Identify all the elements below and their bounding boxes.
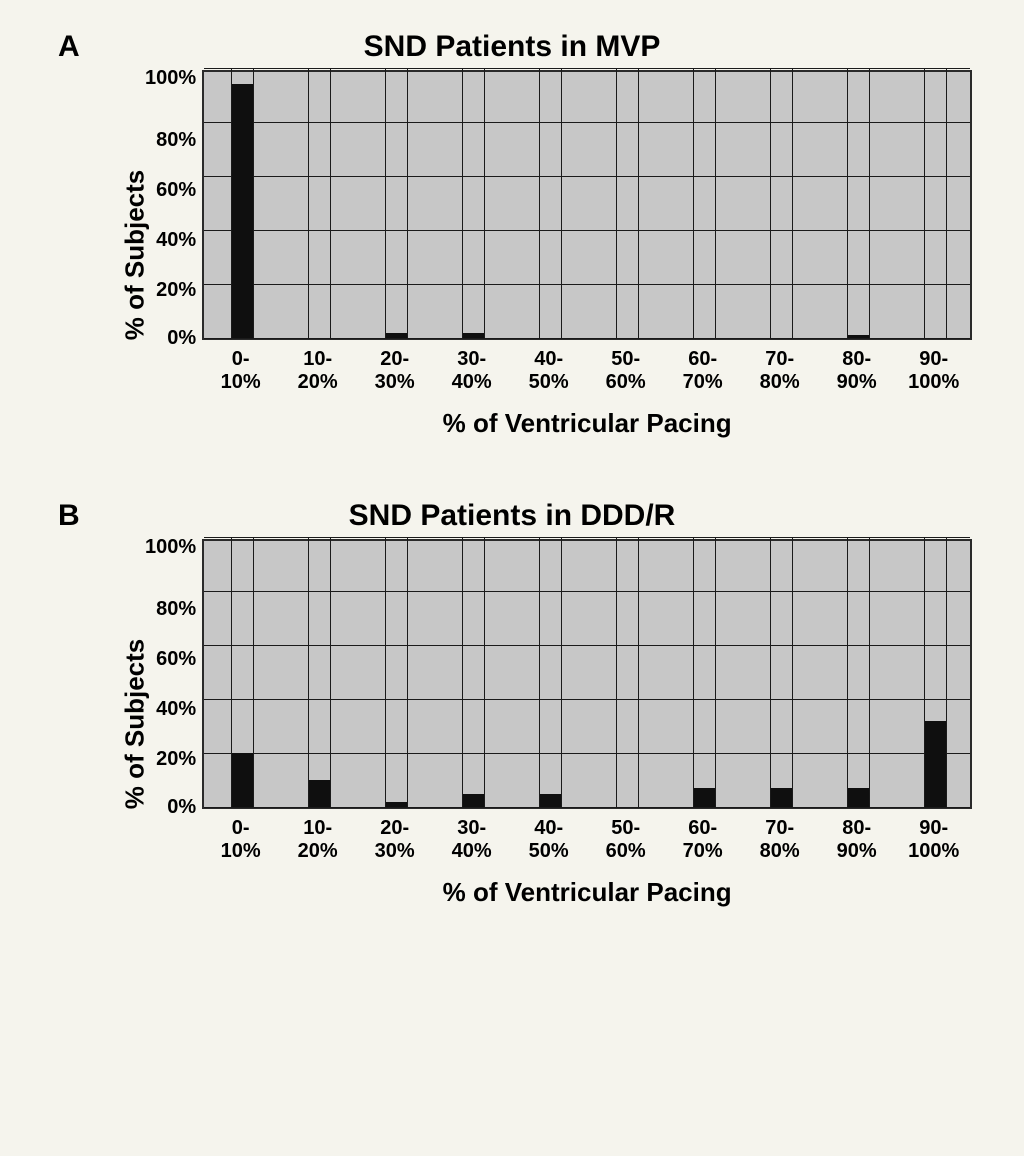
x-axis-label-b: % of Ventricular Pacing [202,877,972,908]
y-tick: 60% [156,180,196,200]
x-tick: 20-30% [356,817,433,863]
page: A SND Patients in MVP % of Subjects 100%… [0,0,1024,988]
y-tick: 20% [156,749,196,769]
x-tick: 90-100% [895,348,972,394]
y-ticks-b: 100%80%60%40%20%0% [145,539,202,809]
x-tick: 10-20% [279,348,356,394]
plot-area-a [202,70,972,340]
bar-outline [924,537,947,807]
bar-outline [539,537,562,807]
bar-outline [231,68,254,338]
x-tick: 40-50% [510,817,587,863]
x-tick: 10-20% [279,817,356,863]
bar-outline [924,68,947,338]
x-tick: 80-90% [818,348,895,394]
y-tick: 60% [156,649,196,669]
bar-outline [616,68,639,338]
y-tick: 100% [145,68,196,88]
chart-wrap-a: % of Subjects 100%80%60%40%20%0% 0-10%10… [145,70,984,439]
x-tick: 0-10% [202,817,279,863]
x-tick: 50-60% [587,817,664,863]
panel-b: B SND Patients in DDD/R % of Subjects 10… [40,499,984,908]
bar-outline [847,68,870,338]
bar-outline [616,537,639,807]
panel-letter-a: A [58,30,80,64]
bar-outline [770,68,793,338]
y-tick: 40% [156,230,196,250]
x-tick: 80-90% [818,817,895,863]
plot-row-a: 100%80%60%40%20%0% [145,70,984,340]
bar-outline [693,68,716,338]
plot-row-b: 100%80%60%40%20%0% [145,539,984,809]
x-ticks-b: 0-10%10-20%20-30%30-40%40-50%50-60%60-70… [202,817,972,863]
bar-outline [539,68,562,338]
y-axis-label-b: % of Subjects [120,638,151,808]
x-tick: 60-70% [664,817,741,863]
x-tick: 40-50% [510,348,587,394]
plot-area-b [202,539,972,809]
x-tick: 30-40% [433,348,510,394]
bar-outline [308,537,331,807]
y-tick: 0% [167,797,196,817]
y-tick: 100% [145,537,196,557]
x-tick: 50-60% [587,348,664,394]
bar-outline [231,537,254,807]
bar-outline [770,537,793,807]
x-tick: 70-80% [741,348,818,394]
panel-letter-b: B [58,499,80,533]
x-tick: 90-100% [895,817,972,863]
y-tick: 40% [156,699,196,719]
y-axis-label-a: % of Subjects [120,169,151,339]
chart-title-b: SND Patients in DDD/R [40,499,984,533]
chart-wrap-b: % of Subjects 100%80%60%40%20%0% 0-10%10… [145,539,984,908]
x-tick: 0-10% [202,348,279,394]
bar-outline [847,537,870,807]
y-ticks-a: 100%80%60%40%20%0% [145,70,202,340]
x-tick: 60-70% [664,348,741,394]
bar-outline [308,68,331,338]
panel-a: A SND Patients in MVP % of Subjects 100%… [40,30,984,439]
bar-outline [693,537,716,807]
bar-outline [462,537,485,807]
y-tick: 0% [167,328,196,348]
x-tick: 70-80% [741,817,818,863]
bar-outline [462,68,485,338]
y-tick: 20% [156,280,196,300]
x-axis-label-a: % of Ventricular Pacing [202,408,972,439]
chart-title-a: SND Patients in MVP [40,30,984,64]
x-ticks-a: 0-10%10-20%20-30%30-40%40-50%50-60%60-70… [202,348,972,394]
x-tick: 30-40% [433,817,510,863]
y-tick: 80% [156,599,196,619]
bar-outline [385,68,408,338]
y-tick: 80% [156,130,196,150]
bar-outline [385,537,408,807]
x-tick: 20-30% [356,348,433,394]
